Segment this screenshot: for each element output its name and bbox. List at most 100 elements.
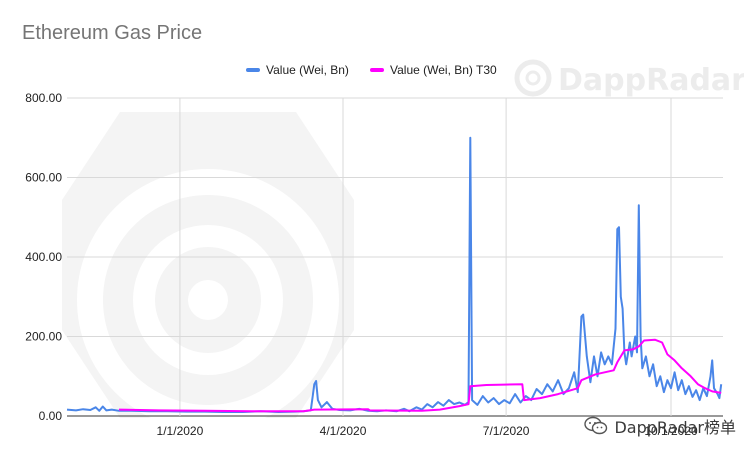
data-point — [618, 227, 619, 228]
data-point — [633, 349, 634, 350]
data-point — [713, 388, 714, 389]
data-point — [547, 384, 548, 385]
data-point — [688, 386, 689, 387]
y-tick-label: 800.00 — [25, 91, 62, 105]
series-line-2 — [118, 338, 722, 413]
data-point — [99, 410, 100, 411]
data-point — [482, 396, 483, 397]
data-point — [660, 376, 661, 377]
data-point — [498, 404, 499, 405]
chart-series — [66, 136, 723, 413]
data-point — [454, 404, 455, 405]
data-point — [470, 386, 471, 387]
data-point — [681, 368, 682, 369]
x-tick-label: 1/1/2020 — [157, 424, 204, 438]
data-point — [638, 346, 639, 347]
data-point — [721, 392, 722, 393]
data-point — [326, 402, 327, 403]
data-point — [509, 403, 510, 404]
data-point — [656, 386, 657, 387]
watermark: DappRadar — [62, 59, 744, 431]
data-point — [314, 384, 315, 385]
data-point — [699, 400, 700, 401]
data-point — [470, 137, 471, 138]
data-point — [670, 388, 671, 389]
data-point — [317, 400, 318, 401]
data-point — [468, 404, 469, 405]
data-point — [604, 364, 605, 365]
data-point — [421, 410, 422, 411]
data-point — [697, 384, 698, 385]
data-point — [368, 409, 369, 410]
data-point — [706, 396, 707, 397]
data-point — [601, 352, 602, 353]
data-point — [653, 364, 654, 365]
legend-label-2: Value (Wei, Bn) T30 — [390, 63, 497, 77]
data-point — [459, 406, 460, 407]
data-point — [472, 400, 473, 401]
data-point — [106, 410, 107, 411]
data-point — [448, 400, 449, 401]
data-point — [568, 388, 569, 389]
data-point — [593, 356, 594, 357]
data-point — [590, 382, 591, 383]
data-point — [314, 409, 315, 410]
x-tick-label: 10/1/2020 — [644, 424, 698, 438]
data-point — [712, 391, 713, 392]
data-point — [629, 342, 630, 343]
legend-swatch-1 — [246, 68, 260, 72]
x-tick-label: 4/1/2020 — [320, 424, 367, 438]
watermark-logo-icon-inner — [525, 70, 541, 86]
chart-legend: Value (Wei, Bn) Value (Wei, Bn) T30 — [246, 63, 497, 77]
data-point — [620, 296, 621, 297]
data-point — [692, 396, 693, 397]
data-point — [118, 409, 119, 410]
data-point — [717, 394, 718, 395]
data-point — [504, 384, 505, 385]
y-tick-label: 600.00 — [25, 171, 62, 185]
data-point — [678, 390, 679, 391]
data-point — [577, 388, 578, 389]
data-point — [427, 404, 428, 405]
chart-title: Ethereum Gas Price — [22, 22, 203, 44]
data-point — [583, 314, 584, 315]
footer-watermark-text: DappRadar榜单 — [614, 418, 736, 437]
data-point — [493, 398, 494, 399]
data-point — [443, 405, 444, 406]
data-point — [622, 308, 623, 309]
data-point — [719, 398, 720, 399]
data-point — [674, 372, 675, 373]
data-point — [696, 390, 697, 391]
data-point — [581, 380, 582, 381]
data-point — [403, 408, 404, 409]
data-point — [690, 376, 691, 377]
data-point — [705, 388, 706, 389]
data-point — [540, 398, 541, 399]
data-point — [581, 316, 582, 317]
data-point — [613, 370, 614, 371]
data-point — [615, 328, 616, 329]
data-point — [586, 356, 587, 357]
data-point — [577, 392, 578, 393]
data-point — [83, 409, 84, 410]
data-point — [611, 364, 612, 365]
data-point — [95, 407, 96, 408]
data-point — [158, 410, 159, 411]
watermark-hexagon — [62, 112, 354, 418]
data-point — [90, 409, 91, 410]
data-point — [640, 336, 641, 337]
data-point — [645, 356, 646, 357]
data-point — [75, 410, 76, 411]
data-point — [642, 368, 643, 369]
watermark-ring-outer — [77, 169, 339, 431]
data-point — [636, 352, 637, 353]
data-point — [667, 354, 668, 355]
data-point — [644, 340, 645, 341]
data-point — [635, 336, 636, 337]
data-point — [523, 400, 524, 401]
data-point — [504, 400, 505, 401]
data-point — [649, 376, 650, 377]
data-point — [685, 394, 686, 395]
data-point — [558, 380, 559, 381]
data-point — [520, 402, 521, 403]
